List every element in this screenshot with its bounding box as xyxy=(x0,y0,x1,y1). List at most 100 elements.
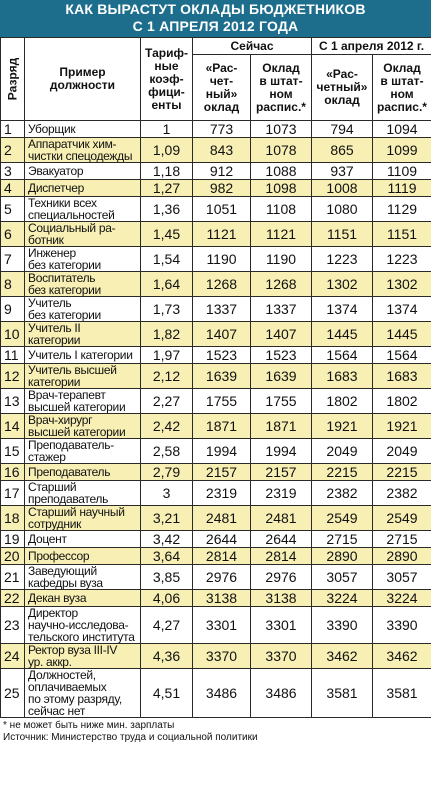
april-calc-cell: 3224 xyxy=(311,589,373,607)
now-staff-cell: 1755 xyxy=(250,388,312,414)
table-row: 12 Учитель высшей категории 2,12 1639 1639 168… xyxy=(0,363,431,389)
april-staff-cell: 3581 xyxy=(372,668,431,718)
position-cell: Аппаратчик хим-чистки спецодежды xyxy=(24,137,141,163)
table-row: 18 Старший научный сотрудник 3,21 2481 2481 25… xyxy=(0,505,431,531)
position-line: Учитель высшей xyxy=(28,363,117,377)
position-line: Декан вуза xyxy=(28,591,87,605)
april-staff-cell: 1151 xyxy=(372,221,431,247)
april-staff-cell: 1119 xyxy=(372,179,431,197)
salary-table: Разряд Пример должности Тариф-ные коэф-фиц… xyxy=(0,37,431,718)
position-line: Преподаватель- xyxy=(28,438,114,452)
april-staff-cell: 1099 xyxy=(372,137,431,163)
position-line: Доцент xyxy=(28,532,67,546)
now-calc-cell: 773 xyxy=(192,120,251,138)
now-calc-cell: 1190 xyxy=(192,246,251,272)
now-staff-cell: 1098 xyxy=(250,179,312,197)
position-line: высшей категории xyxy=(28,400,126,414)
position-cell: Эвакуатор xyxy=(24,162,141,180)
april-staff-cell: 2890 xyxy=(372,547,431,565)
rank-cell: 4 xyxy=(0,179,25,197)
position-cell: Врач-хирург высшей категории xyxy=(24,413,141,439)
now-calc-cell: 912 xyxy=(192,162,251,180)
position-cell: Должностей, оплачиваемых по этому разряду,… xyxy=(24,668,141,718)
position-cell: Учитель I категории xyxy=(24,346,141,364)
now-staff-cell: 2814 xyxy=(250,547,312,565)
rank-cell: 11 xyxy=(0,346,25,364)
now-calc-cell: 1337 xyxy=(192,296,251,322)
april-staff-cell: 1564 xyxy=(372,346,431,364)
now-calc-cell: 1755 xyxy=(192,388,251,414)
now-staff-cell: 1407 xyxy=(250,321,312,347)
title-line-1: КАК ВЫРАСТУТ ОКЛАДЫ БЮДЖЕТНИКОВ xyxy=(65,1,366,17)
position-line: Диспетчер xyxy=(28,181,84,195)
position-line: сотрудник xyxy=(28,517,82,531)
now-staff-cell: 1337 xyxy=(250,296,312,322)
position-line: ур. аккр. xyxy=(28,655,72,669)
table-row: 25 Должностей, оплачиваемых по этому разряд… xyxy=(0,668,431,718)
table-row: 21 Заведующий кафедры вуза 3,85 2976 2976 3057… xyxy=(0,564,431,590)
coef-cell: 3,42 xyxy=(140,530,193,548)
position-line: преподаватель xyxy=(28,492,109,506)
coef-cell: 1,64 xyxy=(140,271,193,297)
april-calc-cell: 1223 xyxy=(311,246,373,272)
coef-cell: 1,36 xyxy=(140,196,193,222)
table-row: 5 Техники всех специальностей 1,36 1051 1108 1… xyxy=(0,196,431,222)
now-calc-cell: 2814 xyxy=(192,547,251,565)
rank-cell: 1 xyxy=(0,120,25,138)
april-calc-cell: 1302 xyxy=(311,271,373,297)
coef-cell: 1,18 xyxy=(140,162,193,180)
table-row: 4 Диспетчер 1,27 982 1098 1008 1119 xyxy=(0,179,431,197)
now-calc-cell: 3370 xyxy=(192,643,251,669)
table-row: 3 Эвакуатор 1,18 912 1088 937 1109 xyxy=(0,162,431,180)
table-row: 2 Аппаратчик хим-чистки спецодежды 1,09 843… xyxy=(0,137,431,163)
position-line: без категории xyxy=(28,258,101,272)
april-staff-cell: 1109 xyxy=(372,162,431,180)
now-staff-cell: 1190 xyxy=(250,246,312,272)
position-cell: Доцент xyxy=(24,530,141,548)
position-line: категории xyxy=(28,333,81,347)
april-calc-cell: 3390 xyxy=(311,606,373,644)
position-cell: Учитель II категории xyxy=(24,321,141,347)
april-staff-cell: 2715 xyxy=(372,530,431,548)
table-row: 14 Врач-хирург высшей категории 2,42 1871 187… xyxy=(0,413,431,439)
rank-header: Разряд xyxy=(0,37,25,121)
position-line: сейчас нет xyxy=(28,704,86,718)
now-calc-cell: 1639 xyxy=(192,363,251,389)
april-calc-cell: 1374 xyxy=(311,296,373,322)
now-staff-cell: 2319 xyxy=(250,480,312,506)
position-cell: Социальный ра-ботник xyxy=(24,221,141,247)
now-staff-cell: 1108 xyxy=(250,196,312,222)
coef-cell: 4,51 xyxy=(140,668,193,718)
table-row: 7 Инженер без категории 1,54 1190 1190 1223 122… xyxy=(0,246,431,272)
position-cell: Ректор вуза III-IV ур. аккр. xyxy=(24,643,141,669)
april-calc-cell: 1921 xyxy=(311,413,373,439)
april-staff-cell: 1683 xyxy=(372,363,431,389)
position-line: Инженер xyxy=(28,246,76,260)
rank-cell: 13 xyxy=(0,388,25,414)
coef-cell: 1,09 xyxy=(140,137,193,163)
position-line: Учитель I категории xyxy=(28,348,133,362)
position-line: специальностей xyxy=(28,208,115,222)
now-staff-cell: 2644 xyxy=(250,530,312,548)
coef-cell: 1,27 xyxy=(140,179,193,197)
position-line: Заведующий xyxy=(28,564,97,578)
april-calc-cell: 2549 xyxy=(311,505,373,531)
now-staff-cell: 1994 xyxy=(250,438,312,464)
now-staff-cell: 3486 xyxy=(250,668,312,718)
position-line: Эвакуатор xyxy=(28,164,84,178)
april-calc-cell: 1683 xyxy=(311,363,373,389)
now-calc-cell: 3301 xyxy=(192,606,251,644)
april-calc-cell: 2049 xyxy=(311,438,373,464)
coef-cell: 1,82 xyxy=(140,321,193,347)
position-cell: Преподаватель-стажер xyxy=(24,438,141,464)
april-staff-cell: 3224 xyxy=(372,589,431,607)
now-calc-cell: 1871 xyxy=(192,413,251,439)
coef-cell: 1 xyxy=(140,120,193,138)
now-calc-header: «Рас-чет-ный» оклад xyxy=(192,54,251,121)
april-calc-cell: 2215 xyxy=(311,463,373,481)
april-staff-cell: 1374 xyxy=(372,296,431,322)
position-cell: Врач-терапевт высшей категории xyxy=(24,388,141,414)
april-calc-cell: 3057 xyxy=(311,564,373,590)
table-row: 11 Учитель I категории 1,97 1523 1523 1564 156… xyxy=(0,346,431,364)
table-row: 15 Преподаватель-стажер 2,58 1994 1994 2049 20… xyxy=(0,438,431,464)
